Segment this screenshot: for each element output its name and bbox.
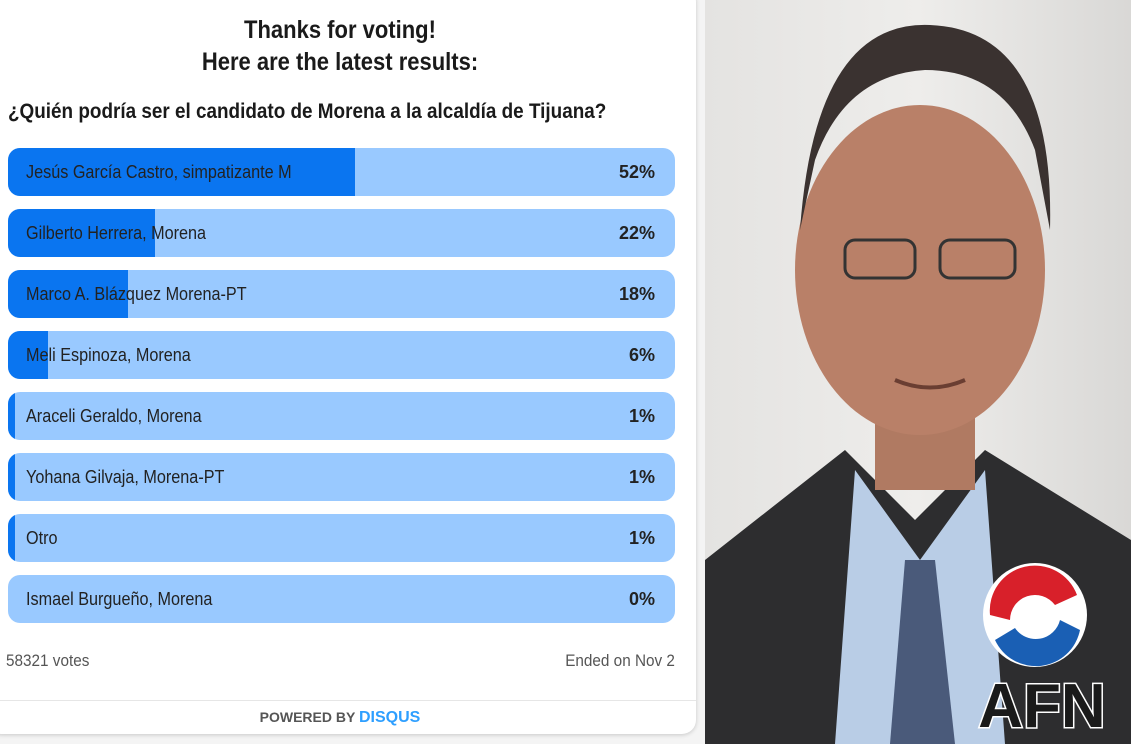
result-bar-fill bbox=[8, 148, 355, 196]
option-percent: 22% bbox=[618, 223, 655, 243]
poll-heading-line1: Thanks for voting! bbox=[244, 16, 436, 44]
option-percent: 0% bbox=[628, 589, 655, 609]
divider bbox=[0, 700, 696, 701]
poll-option: Marco A. Blázquez Morena-PT 18% bbox=[8, 270, 675, 318]
option-label: Marco A. Blázquez Morena-PT bbox=[26, 284, 247, 304]
afn-logo: AFN bbox=[977, 563, 1107, 743]
poll-option: Araceli Geraldo, Morena 1% bbox=[8, 392, 675, 440]
result-bar-fill bbox=[8, 392, 15, 440]
result-bar-fill bbox=[8, 514, 15, 562]
poll-ended-date: Ended on Nov 2 bbox=[565, 651, 675, 670]
option-percent: 1% bbox=[628, 406, 655, 426]
powered-by-text: POWERED BY bbox=[259, 709, 356, 725]
candidate-photo: AFN bbox=[705, 0, 1131, 744]
option-label: Ismael Burgueño, Morena bbox=[26, 589, 213, 609]
option-label: Jesús García Castro, simpatizante M bbox=[26, 162, 292, 182]
svg-text:AFN: AFN bbox=[978, 672, 1105, 741]
option-label: Gilberto Herrera, Morena bbox=[26, 223, 207, 243]
poll-question: ¿Quién podría ser el candidato de Morena… bbox=[8, 100, 607, 123]
powered-by-disqus[interactable]: POWERED BY DISQUS bbox=[0, 709, 680, 727]
poll-heading-line2: Here are the latest results: bbox=[201, 48, 479, 76]
poll-option: Ismael Burgueño, Morena 0% bbox=[8, 575, 675, 623]
result-bar-fill bbox=[8, 453, 15, 501]
poll-option: Gilberto Herrera, Morena 22% bbox=[8, 209, 675, 257]
result-bar-fill bbox=[8, 209, 155, 257]
option-percent: 1% bbox=[628, 467, 655, 487]
option-label: Otro bbox=[26, 528, 58, 548]
poll-option: Jesús García Castro, simpatizante M 52% bbox=[8, 148, 675, 196]
option-percent: 1% bbox=[628, 528, 655, 548]
option-percent: 52% bbox=[618, 162, 655, 182]
option-percent: 6% bbox=[628, 345, 655, 365]
poll-option: Yohana Gilvaja, Morena-PT 1% bbox=[8, 453, 675, 501]
option-percent: 18% bbox=[618, 284, 655, 304]
result-bar-fill bbox=[8, 331, 49, 379]
option-label: Meli Espinoza, Morena bbox=[26, 345, 191, 365]
option-label: Yohana Gilvaja, Morena-PT bbox=[26, 467, 225, 487]
vote-count: 58321 votes bbox=[6, 651, 90, 670]
disqus-brand: DISQUS bbox=[358, 709, 421, 726]
option-label: Araceli Geraldo, Morena bbox=[26, 406, 202, 426]
poll-option: Meli Espinoza, Morena 6% bbox=[8, 331, 675, 379]
result-bar-fill bbox=[8, 270, 129, 318]
portrait-image: AFN bbox=[705, 24, 1131, 744]
poll-option: Otro 1% bbox=[8, 514, 675, 562]
